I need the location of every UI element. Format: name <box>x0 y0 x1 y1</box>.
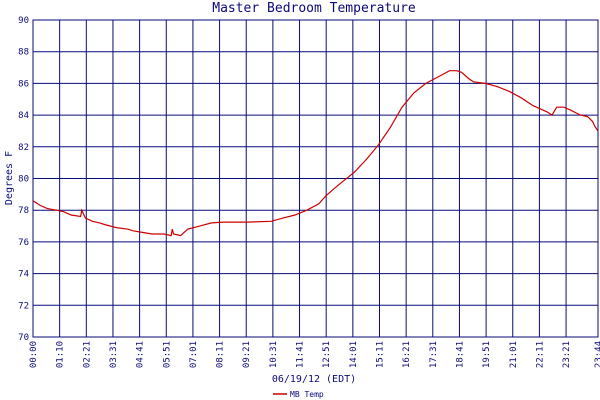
y-tick-label: 86 <box>18 79 29 89</box>
x-tick-label: 19:51 <box>482 341 492 368</box>
x-tick-label: 07:01 <box>189 341 199 368</box>
x-tick-label: 03:31 <box>109 341 119 368</box>
x-tick-label: 22:11 <box>535 341 545 368</box>
y-axis-label: Degrees F <box>4 151 15 205</box>
x-tick-label: 15:11 <box>375 341 385 368</box>
y-tick-label: 84 <box>18 111 29 121</box>
x-tick-label: 04:41 <box>136 341 146 368</box>
series-line-mb-temp <box>32 70 599 237</box>
x-tick-label: 12:51 <box>322 341 332 368</box>
y-tick-labels: 70 72 74 76 78 80 82 84 86 88 90 <box>18 16 29 343</box>
x-tick-label: 08:11 <box>216 341 226 368</box>
x-tick-label: 14:01 <box>349 341 359 368</box>
y-tick-label: 88 <box>18 48 29 58</box>
x-axis-label: 06/19/12 (EDT) <box>272 374 356 385</box>
plot-border <box>32 19 599 338</box>
x-tick-label: 17:31 <box>429 341 439 368</box>
x-tick-label: 23:44 <box>594 341 600 368</box>
y-tick-label: 70 <box>18 333 29 343</box>
x-tick-label: 09:21 <box>242 341 252 368</box>
x-tick-label: 18:41 <box>455 341 465 368</box>
chart-title: Master Bedroom Temperature <box>212 1 416 16</box>
x-tick-label: 23:21 <box>562 341 572 368</box>
x-tick-label: 00:00 <box>29 341 39 368</box>
y-tick-label: 74 <box>18 270 29 280</box>
x-tick-label: 02:21 <box>82 341 92 368</box>
x-tick-label: 10:31 <box>269 341 279 368</box>
y-tick-label: 80 <box>18 175 29 185</box>
x-tick-label: 11:41 <box>296 341 306 368</box>
x-tick-label: 01:10 <box>56 341 66 368</box>
y-tick-label: 90 <box>18 16 29 26</box>
x-tick-label: 05:51 <box>162 341 172 368</box>
x-tick-label: 16:21 <box>402 341 412 368</box>
legend-label-mb-temp: MB Temp <box>290 390 324 399</box>
y-tick-label: 72 <box>18 301 29 311</box>
x-tick-label: 21:01 <box>509 341 519 368</box>
y-tick-label: 82 <box>18 143 29 153</box>
y-tick-label: 76 <box>18 238 29 248</box>
x-tick-labels: 00:00 01:10 02:21 03:31 04:41 05:51 07:01 08:11… <box>29 341 600 368</box>
y-tick-label: 78 <box>18 206 29 216</box>
legend: MB Temp <box>273 390 324 399</box>
